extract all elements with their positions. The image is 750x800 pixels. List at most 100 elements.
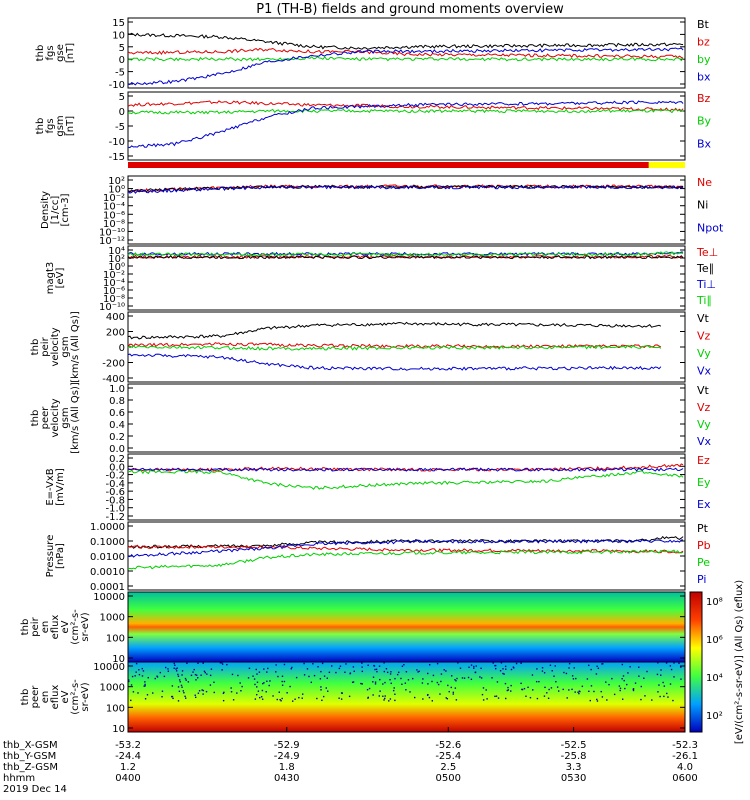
noise-dot bbox=[673, 676, 675, 678]
noise-dot bbox=[144, 683, 146, 686]
noise-dot bbox=[352, 666, 355, 668]
noise-dot bbox=[130, 684, 133, 686]
legend-entry: by bbox=[697, 53, 711, 66]
noise-dot bbox=[597, 667, 600, 670]
noise-dot bbox=[445, 670, 447, 672]
noise-dot bbox=[263, 682, 265, 684]
panel-density: Density [1/cc] [cm-3]10²10⁰10⁻²10⁻⁴10⁻⁶10⁻… bbox=[40, 175, 724, 247]
noise-dot bbox=[536, 697, 539, 700]
noise-dot bbox=[485, 689, 487, 691]
noise-dot bbox=[196, 677, 199, 679]
noise-dot bbox=[448, 690, 450, 693]
noise-dot bbox=[611, 677, 613, 680]
y-tick-label: 0.2 bbox=[109, 432, 125, 443]
noise-dot bbox=[426, 694, 429, 696]
noise-dot bbox=[361, 683, 363, 685]
noise-dot bbox=[335, 671, 337, 674]
panel-peir_spectro: thb peir en eflux eV (cm²-s-sr-eV)10000 1000 10… bbox=[20, 591, 686, 665]
noise-dot bbox=[590, 685, 593, 687]
noise-dot bbox=[473, 665, 475, 668]
legend-entry: Vy bbox=[697, 347, 711, 360]
noise-dot bbox=[491, 677, 493, 679]
panel-frame bbox=[127, 661, 686, 733]
y-tick-label: 1.0000 bbox=[90, 522, 125, 533]
legend-entry: bz bbox=[697, 36, 710, 49]
noise-dot bbox=[457, 662, 459, 664]
y-tick-label: 0.0 bbox=[109, 444, 125, 455]
noise-dot bbox=[520, 682, 522, 685]
noise-dot bbox=[361, 670, 364, 673]
noise-dot bbox=[470, 664, 473, 666]
noise-dot bbox=[281, 680, 283, 683]
noise-dot bbox=[277, 675, 279, 678]
noise-dot bbox=[321, 662, 324, 665]
noise-dot bbox=[543, 695, 546, 697]
series-line-Bt bbox=[127, 32, 684, 50]
noise-dot bbox=[571, 688, 573, 691]
noise-dot bbox=[248, 667, 251, 670]
noise-dot bbox=[450, 686, 452, 689]
noise-dot bbox=[254, 683, 256, 686]
noise-dot bbox=[531, 674, 534, 676]
noise-dot bbox=[172, 697, 174, 700]
y-tick-label: 10⁻⁸ bbox=[103, 294, 125, 305]
noise-dot bbox=[421, 682, 424, 684]
noise-dot bbox=[427, 672, 429, 675]
y-tick-label: 10⁻¹² bbox=[99, 236, 125, 247]
xaxis-value: 3.3 bbox=[566, 762, 582, 773]
noise-dot bbox=[134, 675, 136, 677]
ylabel-line: [km/s (All Qs)] bbox=[70, 382, 81, 454]
y-tick-label: 0 bbox=[119, 343, 125, 354]
legend-entry: Ey bbox=[697, 476, 711, 489]
noise-dot bbox=[368, 687, 371, 690]
noise-dot bbox=[496, 681, 499, 683]
noise-dot bbox=[320, 686, 322, 688]
noise-dot bbox=[504, 665, 507, 668]
noise-dot bbox=[547, 697, 550, 699]
noise-dot bbox=[202, 689, 205, 692]
noise-dot bbox=[256, 673, 258, 675]
y-tick-label: 10⁰ bbox=[108, 262, 125, 273]
series-line-Vy bbox=[127, 344, 662, 351]
series-line-bx bbox=[127, 47, 684, 86]
legend-entry: Te∥ bbox=[696, 262, 714, 275]
noise-dot bbox=[146, 694, 149, 696]
noise-dot bbox=[632, 688, 635, 690]
noise-dot bbox=[279, 698, 281, 701]
y-tick-label: 10⁻² bbox=[103, 193, 125, 204]
noise-dot bbox=[390, 682, 392, 685]
noise-dot bbox=[340, 692, 343, 694]
noise-dot bbox=[500, 662, 503, 664]
y-tick-label: 0.4 bbox=[109, 420, 125, 431]
noise-dot bbox=[505, 668, 507, 670]
noise-dot bbox=[131, 675, 134, 678]
noise-dot bbox=[349, 672, 352, 674]
noise-dot bbox=[338, 697, 340, 699]
noise-dot bbox=[281, 697, 283, 700]
noise-dot bbox=[383, 699, 385, 701]
noise-dot bbox=[452, 691, 455, 694]
noise-dot bbox=[194, 673, 197, 676]
xaxis-value: 1.8 bbox=[279, 762, 295, 773]
panel-peir_velocity: thb peir velocity gsm [km/s (All Qs)] 400 200 0… bbox=[30, 311, 712, 385]
y-tick-label: 200 bbox=[106, 328, 125, 339]
noise-dot bbox=[132, 691, 135, 693]
noise-dot bbox=[574, 691, 576, 693]
y-tick-label: -1.2 bbox=[105, 512, 125, 523]
noise-dot bbox=[230, 687, 232, 689]
noise-dot bbox=[588, 664, 590, 667]
noise-dot bbox=[436, 662, 439, 665]
noise-dot bbox=[147, 676, 149, 679]
noise-dot bbox=[638, 666, 640, 668]
noise-dot bbox=[624, 687, 626, 690]
noise-dot bbox=[549, 664, 552, 666]
y-tick-label: -15 bbox=[109, 152, 125, 163]
noise-dot bbox=[629, 666, 631, 668]
noise-dot bbox=[563, 671, 565, 674]
noise-dot bbox=[379, 678, 381, 681]
ylabel-line: (cm²-s- bbox=[70, 609, 81, 645]
noise-dot bbox=[474, 671, 477, 674]
noise-dot bbox=[640, 698, 642, 701]
series-line-Ti∥ bbox=[127, 251, 684, 257]
noise-dot bbox=[596, 698, 598, 701]
